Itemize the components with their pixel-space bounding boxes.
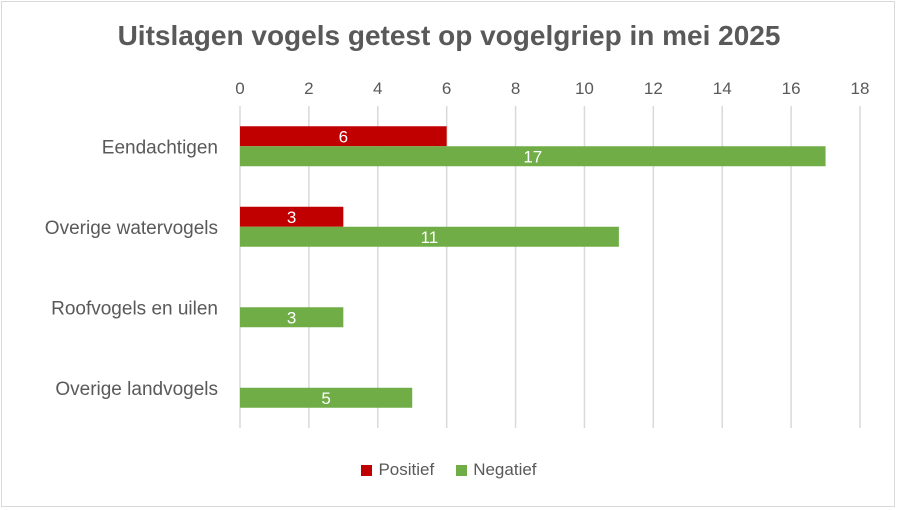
data-label: 6 <box>339 127 348 146</box>
category-label: Overige landvogels <box>55 379 218 400</box>
bars <box>240 126 826 408</box>
x-tick-label: 10 <box>575 79 594 98</box>
legend-item-negatief: Negatief <box>456 460 537 480</box>
data-label: 3 <box>287 208 296 227</box>
chart-title: Uitslagen vogels getest op vogelgriep in… <box>117 20 781 51</box>
bar-negatief <box>240 387 413 408</box>
x-tick-label: 14 <box>713 79 732 98</box>
x-tick-label: 4 <box>373 79 382 98</box>
x-tick-label: 0 <box>235 79 244 98</box>
bar-negatief <box>240 226 619 247</box>
data-label: 5 <box>321 389 330 408</box>
legend-swatch-positief <box>361 464 373 476</box>
data-label: 11 <box>421 228 439 247</box>
x-tick-label: 16 <box>782 79 801 98</box>
x-tick-label: 8 <box>511 79 520 98</box>
x-tick-label: 12 <box>644 79 663 98</box>
data-labels: 6 17 3 11 3 5 <box>287 127 542 408</box>
x-tick-label: 2 <box>304 79 313 98</box>
legend-swatch-negatief <box>456 464 468 476</box>
category-label: Overige watervogels <box>45 218 218 239</box>
bar-negatief <box>240 146 826 167</box>
bar-positief <box>240 206 344 227</box>
data-label: 17 <box>523 147 542 166</box>
category-labels: Eendachtigen Overige watervogels Roofvogel… <box>45 137 218 400</box>
legend: Positief Negatief <box>0 460 898 480</box>
data-label: 3 <box>287 308 296 327</box>
legend-item-positief: Positief <box>361 460 434 480</box>
category-label: Eendachtigen <box>102 137 218 158</box>
x-tick-label: 6 <box>442 79 451 98</box>
bar-positief <box>240 126 447 147</box>
legend-label-positief: Positief <box>378 460 435 479</box>
x-tick-label: 18 <box>851 79 870 98</box>
x-axis-ticks: 0 2 4 6 8 10 12 14 16 18 <box>235 79 869 98</box>
category-label: Roofvogels en uilen <box>51 298 218 319</box>
bar-negatief <box>240 307 344 328</box>
legend-label-negatief: Negatief <box>473 460 537 479</box>
